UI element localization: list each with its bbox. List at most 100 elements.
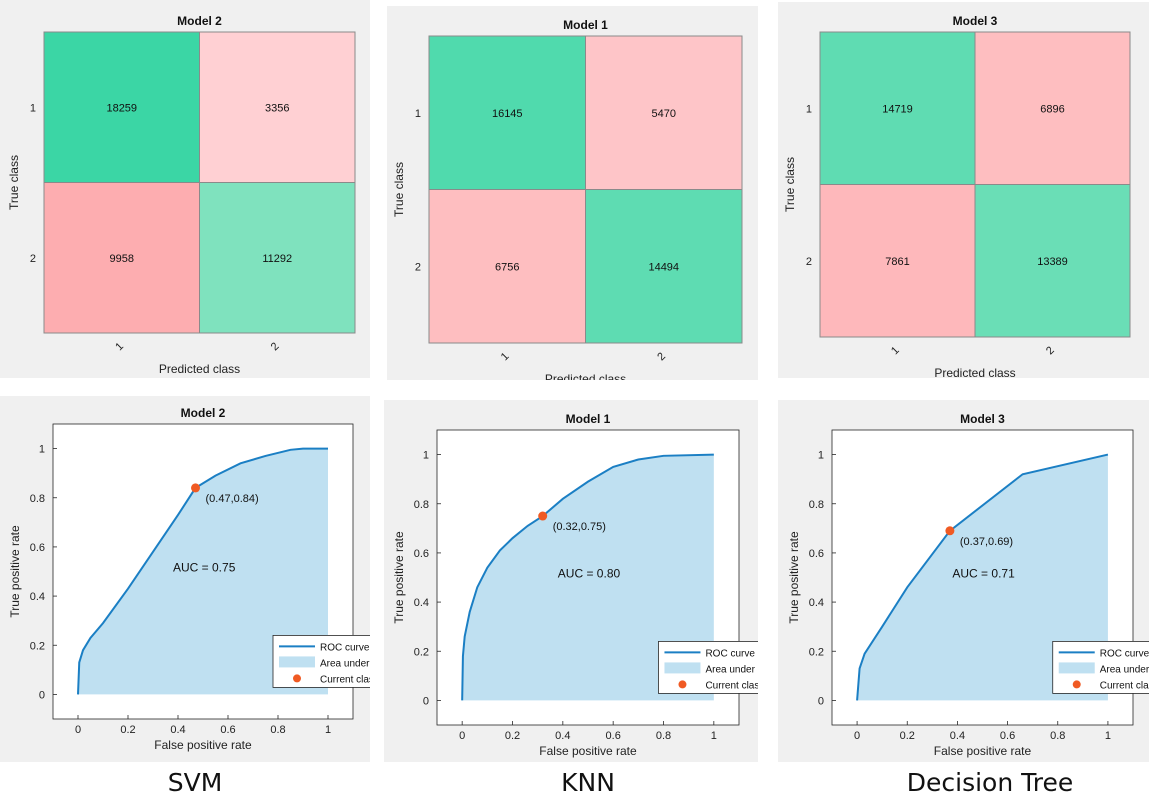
y-tick-label: 0.8 bbox=[30, 493, 45, 505]
matrix-title: Model 2 bbox=[177, 14, 222, 28]
cell-value: 9958 bbox=[110, 253, 134, 265]
row-tick-label: 1 bbox=[806, 103, 812, 115]
x-tick-label: 0.6 bbox=[220, 724, 235, 736]
y-tick-label: 0.6 bbox=[414, 548, 429, 560]
x-tick-label: 0.4 bbox=[555, 730, 570, 742]
col-tick-label: 1 bbox=[499, 350, 512, 363]
x-tick-label: 1 bbox=[1105, 730, 1111, 742]
cell-value: 7861 bbox=[885, 256, 909, 268]
y-axis-label: True positive rate bbox=[787, 531, 801, 624]
row-tick-label: 1 bbox=[415, 108, 421, 120]
x-tick-label: 0.4 bbox=[170, 724, 185, 736]
auc-label: AUC = 0.75 bbox=[173, 561, 236, 575]
cell-value: 14494 bbox=[648, 261, 679, 273]
col-tick-label: 2 bbox=[655, 350, 668, 363]
roc-panel-svm: Model 2 0 0.2 0.4 0.6 0.8 1 0 0.2 0.4 0.6 0.8 1 False… bbox=[0, 396, 370, 762]
current-classifier-point bbox=[945, 526, 955, 536]
legend-area-swatch bbox=[279, 656, 315, 668]
row-tick-label: 1 bbox=[30, 102, 36, 114]
cell-value: 14719 bbox=[882, 103, 913, 115]
matrix-title: Model 1 bbox=[563, 18, 608, 32]
matrix-cell bbox=[428, 189, 586, 344]
col-tick-label: 1 bbox=[113, 340, 126, 353]
x-tick-label: 1 bbox=[711, 730, 717, 742]
col-tick-label: 2 bbox=[269, 340, 282, 353]
legend-area-swatch bbox=[1058, 662, 1095, 674]
row-tick-label: 2 bbox=[30, 253, 36, 265]
caption-knn: KNN bbox=[561, 768, 615, 797]
current-classifier-point bbox=[538, 511, 548, 521]
matrix-cell bbox=[43, 31, 200, 183]
x-axis-label: Predicted class bbox=[934, 366, 1015, 378]
confusion-panel-svm: Model 2 18259 3356 1 9958 11292 2 1 2 Predicted c… bbox=[0, 0, 370, 378]
x-tick-label: 1 bbox=[325, 724, 331, 736]
caption-decision-tree: Decision Tree bbox=[906, 768, 1074, 797]
roc-panel-decision-tree: Model 3 0 0.2 0.4 0.6 0.8 1 0 0.2 0.4 0.6 0.8 1 False… bbox=[778, 400, 1149, 762]
x-tick-label: 0 bbox=[75, 724, 81, 736]
col-tick-label: 1 bbox=[889, 344, 902, 357]
y-axis-label: True class bbox=[392, 162, 406, 217]
confusion-panel-decision-tree: Model 3 14719 6896 1 7861 13389 2 1 2 Predicted c… bbox=[778, 2, 1149, 378]
y-tick-label: 1 bbox=[423, 450, 429, 462]
legend-classifier-label: Current classifier bbox=[320, 674, 370, 685]
x-axis-label: Predicted class bbox=[159, 362, 240, 376]
legend-classifier-label: Current classifier bbox=[705, 680, 758, 691]
row-tick-label: 2 bbox=[806, 256, 812, 268]
x-tick-label: 0.2 bbox=[120, 724, 135, 736]
y-axis-label: True positive rate bbox=[392, 531, 406, 624]
chart-title: Model 1 bbox=[566, 412, 611, 426]
legend-classifier-swatch bbox=[1072, 680, 1081, 689]
y-tick-label: 0.8 bbox=[414, 499, 429, 511]
cell-value: 6896 bbox=[1040, 103, 1064, 115]
legend-roc-label: ROC curve bbox=[320, 642, 370, 653]
x-tick-label: 0.8 bbox=[656, 730, 671, 742]
cell-value: 13389 bbox=[1037, 256, 1068, 268]
y-tick-label: 0.4 bbox=[30, 591, 45, 603]
row-tick-label: 2 bbox=[415, 261, 421, 273]
roc-curve-line bbox=[461, 453, 714, 701]
x-tick-label: 0.2 bbox=[505, 730, 520, 742]
legend-area-label: Area under curve (AUC) bbox=[320, 658, 370, 669]
y-tick-label: 0.2 bbox=[809, 646, 824, 658]
legend-roc-label: ROC curve bbox=[705, 648, 755, 659]
legend-area-swatch bbox=[664, 662, 701, 674]
confusion-panel-knn: Model 1 16145 5470 1 6756 14494 2 1 2 Predicted c… bbox=[387, 6, 758, 380]
y-tick-label: 0.4 bbox=[809, 597, 824, 609]
y-axis-label: True class bbox=[7, 155, 21, 210]
legend-roc-label: ROC curve bbox=[1100, 648, 1149, 659]
cell-value: 11292 bbox=[262, 253, 292, 265]
chart-title: Model 2 bbox=[181, 406, 226, 420]
cell-value: 18259 bbox=[106, 102, 137, 114]
legend-area-label: Area under curve (AUC) bbox=[1100, 664, 1149, 675]
classifier-point-label: (0.47,0.84) bbox=[206, 493, 259, 505]
auc-area bbox=[78, 448, 328, 695]
auc-label: AUC = 0.71 bbox=[952, 567, 1015, 581]
legend-classifier-swatch bbox=[678, 680, 687, 689]
cell-value: 3356 bbox=[265, 102, 289, 114]
x-axis-label: False positive rate bbox=[539, 744, 637, 758]
x-tick-label: 0.6 bbox=[1000, 730, 1015, 742]
legend-classifier-label: Current classifier bbox=[1100, 680, 1149, 691]
current-classifier-point bbox=[191, 483, 200, 493]
cell-value: 6756 bbox=[495, 261, 519, 273]
matrix-cell bbox=[585, 35, 743, 190]
caption-svm: SVM bbox=[167, 768, 223, 797]
chart-title: Model 3 bbox=[960, 412, 1005, 426]
y-tick-label: 0.8 bbox=[809, 499, 824, 511]
y-tick-label: 0 bbox=[818, 695, 824, 707]
y-tick-label: 0.6 bbox=[30, 542, 45, 554]
roc-chart-svm: Model 2 0 0.2 0.4 0.6 0.8 1 0 0.2 0.4 0.6 0.8 1 False… bbox=[8, 406, 370, 752]
auc-label: AUC = 0.80 bbox=[558, 567, 621, 581]
x-tick-label: 0.8 bbox=[270, 724, 285, 736]
auc-area bbox=[462, 454, 714, 701]
roc-curve-line bbox=[856, 453, 1109, 701]
y-tick-label: 0 bbox=[423, 695, 429, 707]
x-tick-label: 0 bbox=[854, 730, 860, 742]
y-tick-label: 0 bbox=[39, 689, 45, 701]
col-tick-label: 2 bbox=[1044, 344, 1057, 357]
confusion-matrix-decision-tree: Model 3 14719 6896 1 7861 13389 2 1 2 Predicted c… bbox=[783, 14, 1131, 378]
matrix-title: Model 3 bbox=[953, 14, 998, 28]
matrix-cell bbox=[585, 189, 743, 344]
x-tick-label: 0 bbox=[459, 730, 465, 742]
y-tick-label: 0.2 bbox=[414, 646, 429, 658]
